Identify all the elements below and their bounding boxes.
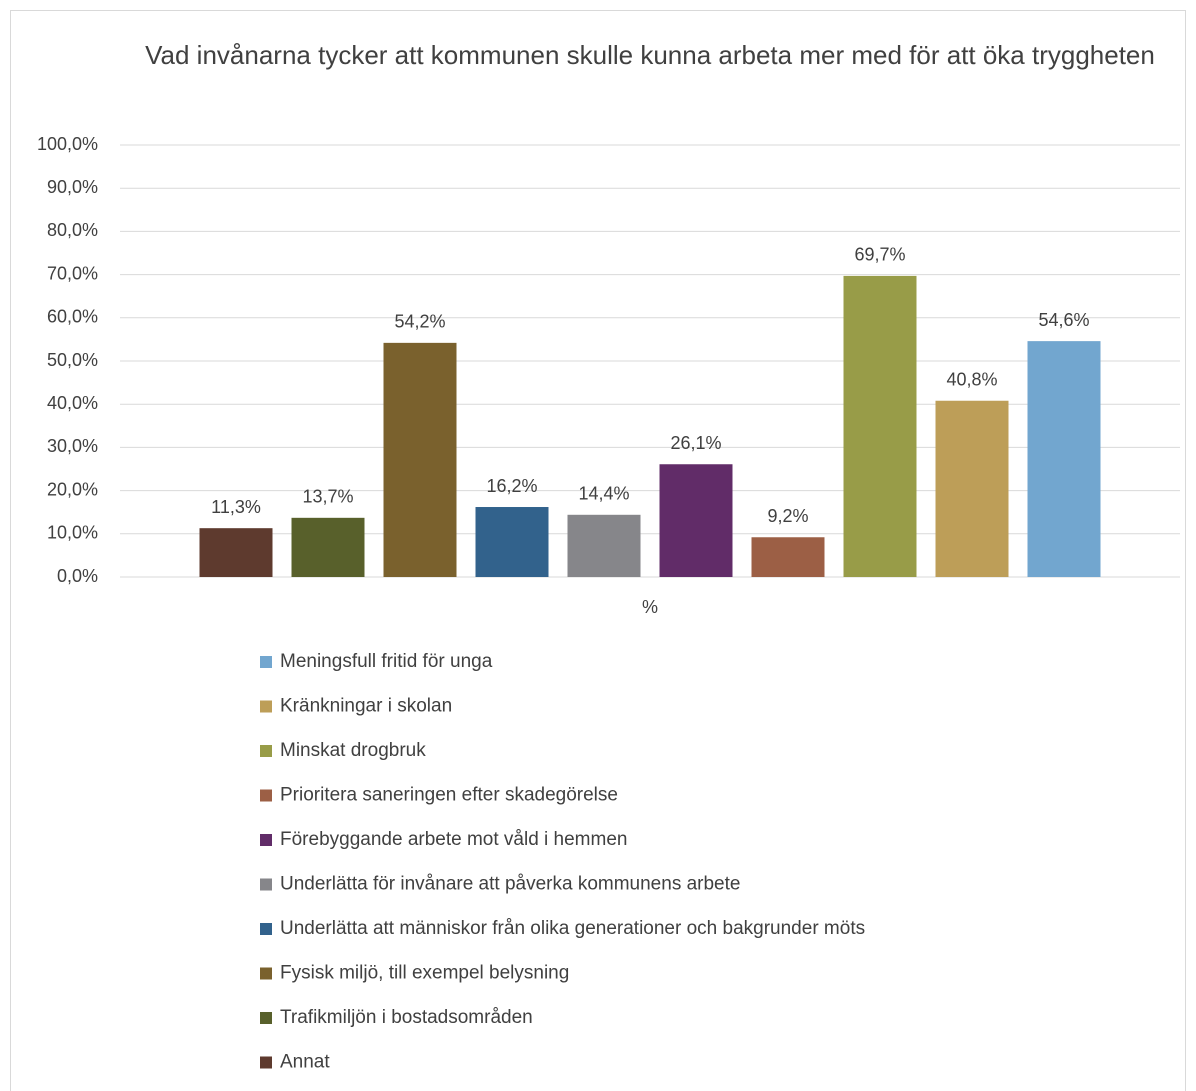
data-label: 9,2% <box>767 506 808 526</box>
legend-label: Meningsfull fritid för unga <box>280 651 493 672</box>
y-tick-label: 20,0% <box>47 479 98 499</box>
legend-swatch <box>260 656 272 668</box>
legend-label: Fysisk miljö, till exempel belysning <box>280 963 569 984</box>
y-tick-label: 30,0% <box>47 436 98 456</box>
legend-label: Minskat drogbruk <box>280 740 426 761</box>
y-tick-label: 60,0% <box>47 307 98 327</box>
bar <box>843 275 917 577</box>
data-label: 26,1% <box>670 433 721 453</box>
bar <box>291 517 365 577</box>
bar <box>475 507 549 577</box>
x-tick-label: % <box>642 597 658 617</box>
legend-swatch <box>260 745 272 757</box>
legend-swatch <box>260 1012 272 1024</box>
y-tick-label: 80,0% <box>47 220 98 240</box>
legend-swatch <box>260 878 272 891</box>
bar <box>567 514 641 577</box>
y-tick-label: 90,0% <box>47 177 98 197</box>
bar <box>935 400 1009 577</box>
legend-label: Underlätta för invånare att påverka komm… <box>280 874 740 895</box>
legend-swatch <box>260 967 272 980</box>
legend-label: Kränkningar i skolan <box>280 696 452 717</box>
legend-label: Trafikmiljön i bostadsområden <box>280 1007 533 1028</box>
y-tick-label: 40,0% <box>47 393 98 413</box>
data-label: 54,2% <box>394 312 445 332</box>
chart-title: Vad invånarna tycker att kommunen skulle… <box>145 40 1155 70</box>
data-label: 13,7% <box>302 487 353 507</box>
legend-label: Förebyggande arbete mot våld i hemmen <box>280 829 627 850</box>
y-tick-label: 50,0% <box>47 350 98 370</box>
legend-label: Underlätta att människor från olika gene… <box>280 918 865 939</box>
data-label: 16,2% <box>486 476 537 496</box>
data-label: 14,4% <box>578 484 629 504</box>
legend-swatch <box>260 789 272 802</box>
legend-swatch <box>260 923 272 935</box>
data-label: 69,7% <box>854 245 905 265</box>
y-tick-label: 0,0% <box>57 566 98 586</box>
bar <box>1027 341 1101 577</box>
legend-swatch <box>260 834 272 846</box>
bar <box>659 464 733 577</box>
bar <box>751 537 825 577</box>
bar <box>383 342 457 577</box>
legend-label: Prioritera saneringen efter skadegörelse <box>280 785 618 806</box>
bar <box>199 528 273 577</box>
chart-border <box>10 10 1186 1091</box>
data-label: 11,3% <box>211 497 261 517</box>
data-label: 54,6% <box>1038 310 1089 330</box>
y-tick-label: 100,0% <box>37 134 98 154</box>
legend-swatch <box>260 1056 272 1069</box>
legend-swatch <box>260 700 272 713</box>
legend-label: Annat <box>280 1052 330 1073</box>
y-tick-label: 70,0% <box>47 263 98 283</box>
y-tick-label: 10,0% <box>47 523 98 543</box>
data-label: 40,8% <box>946 369 997 389</box>
